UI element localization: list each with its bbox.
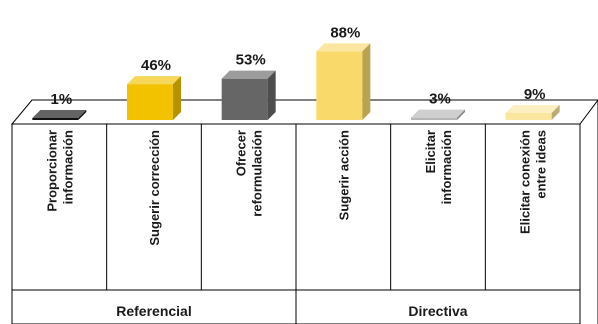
value-label: 3% (429, 91, 451, 108)
group-label: Referencial (116, 303, 191, 319)
bar-front (411, 117, 457, 120)
category-label: Elicitar conexión (518, 130, 533, 234)
category-label: información (60, 130, 75, 204)
category-label: entre ideas (534, 130, 549, 199)
category-label: Elicitar (423, 130, 438, 173)
bar-side (267, 70, 276, 120)
bar-side (78, 110, 87, 120)
bar-side (457, 109, 465, 120)
category-label: información (439, 130, 454, 204)
bar-front (221, 78, 268, 120)
bar-top (127, 76, 181, 85)
category-label: Sugerir corrección (147, 130, 162, 246)
bar-front (127, 84, 173, 120)
group-label: Directiva (408, 303, 467, 319)
bar-side (362, 43, 371, 120)
category-label: Proporcionar (44, 130, 59, 212)
bar-top (221, 70, 276, 79)
bar-front (505, 112, 552, 120)
value-label: 53% (236, 52, 266, 69)
bar-top (32, 110, 87, 118)
bar-front (316, 51, 363, 120)
bar (32, 110, 87, 120)
category-label: reformulación (250, 130, 265, 217)
value-label: 1% (50, 91, 72, 108)
value-label: 9% (524, 86, 546, 103)
bar-side (173, 76, 181, 120)
bar-front (32, 118, 79, 120)
bar (221, 70, 276, 120)
bar (316, 43, 371, 120)
bar (127, 76, 181, 120)
category-label: Sugerir acción (336, 130, 351, 220)
bar-side (551, 104, 560, 120)
bar-top (411, 109, 465, 118)
value-label: 46% (141, 57, 171, 74)
value-label: 88% (330, 24, 360, 41)
bar-top (316, 43, 371, 52)
bar (411, 109, 465, 120)
bar-top (505, 104, 560, 113)
category-label: Ofrecer (234, 130, 249, 176)
chart-base (10, 99, 598, 324)
bar (505, 104, 560, 120)
